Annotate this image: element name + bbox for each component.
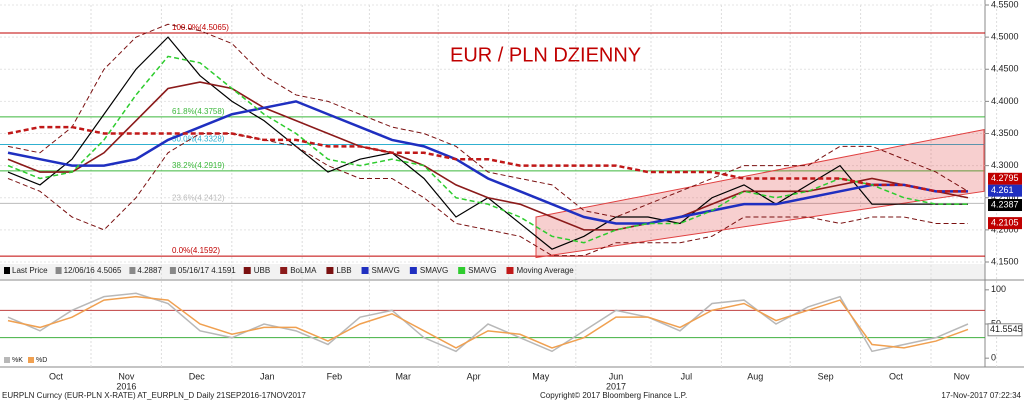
legend-label: LBB	[336, 266, 351, 275]
price-label: 4.2105	[991, 218, 1019, 228]
legend-label: UBB	[254, 266, 270, 275]
legend-swatch	[28, 357, 34, 363]
x-tick-label: Aug	[747, 371, 763, 381]
trend-channel	[535, 129, 985, 259]
y-tick-label: 4.3500	[991, 128, 1019, 138]
series-line	[7, 295, 969, 349]
y-tick-label: 4.5000	[991, 32, 1019, 42]
legend-swatch	[361, 267, 369, 274]
legend-info: Last Price	[12, 266, 48, 275]
last-value-label: 41.5545	[990, 324, 1023, 334]
fib-label: 61.8%(4.3758)	[172, 107, 225, 116]
legend-label: BoLMA	[290, 266, 317, 275]
legend-info: 12/06/16 4.5065	[64, 266, 122, 275]
legend-label: Moving Average	[516, 266, 574, 275]
y-tick-label: 4.5500	[991, 0, 1019, 9]
x-tick-label: Oct	[889, 371, 904, 381]
legend-label: SMAVG	[420, 266, 448, 275]
x-tick-label: Mar	[395, 371, 411, 381]
fib-label: 50.0%(4.3328)	[172, 135, 225, 144]
chart-title: EUR / PLN DZIENNY	[450, 44, 641, 66]
legend-swatch	[280, 267, 288, 274]
series-line	[7, 133, 968, 257]
legend-swatch	[506, 267, 514, 274]
legend-icon	[55, 267, 62, 274]
legend-swatch	[326, 267, 334, 274]
series-line	[7, 125, 968, 193]
footer-right: 17-Nov-2017 07:22:34	[941, 391, 1021, 400]
fib-label: 23.6%(4.2412)	[172, 194, 225, 203]
y-tick-label: 0	[991, 353, 996, 363]
last-value-box	[987, 323, 1023, 337]
year-label: 2016	[116, 381, 136, 391]
fib-label: 100.0%(4.5065)	[172, 23, 229, 32]
x-tick-label: Feb	[327, 371, 343, 381]
legend-swatch	[4, 357, 10, 363]
price-label: 4.261	[991, 185, 1014, 195]
footer-center: Copyright© 2017 Bloomberg Finance L.P.	[540, 391, 687, 400]
y-tick-label: 4.2500	[991, 192, 1019, 202]
legend-icon	[4, 267, 10, 274]
x-tick-label: Nov	[954, 371, 971, 381]
legend-swatch	[243, 267, 251, 274]
legend-swatch	[458, 267, 466, 274]
price-label-box	[988, 172, 1022, 185]
x-tick-label: Dec	[189, 371, 206, 381]
legend-info: 05/16/17 4.1591	[178, 266, 236, 275]
footer-left: EURPLN Curncy (EUR-PLN X-RATE) AT_EURPLN…	[2, 391, 306, 400]
legend-info: 4.2887	[137, 266, 162, 275]
x-tick-label: Jul	[681, 371, 693, 381]
legend-swatch	[409, 267, 417, 274]
series-line	[7, 23, 969, 218]
y-tick-label: 4.4500	[991, 64, 1019, 74]
series-line	[7, 55, 968, 244]
x-tick-label: Jun	[609, 371, 624, 381]
price-label: 4.2387	[991, 199, 1019, 209]
x-tick-label: Oct	[49, 371, 64, 381]
price-label-box	[988, 217, 1022, 230]
x-tick-label: Jan	[260, 371, 275, 381]
price-label-box	[988, 184, 1022, 197]
fib-label: 0.0%(4.1592)	[172, 246, 220, 255]
legend-label: %K	[12, 357, 23, 364]
price-label-box	[988, 199, 1022, 212]
series-line	[7, 100, 968, 225]
x-tick-label: Apr	[467, 371, 481, 381]
y-tick-label: 4.2000	[991, 224, 1019, 234]
x-tick-label: May	[532, 371, 550, 381]
y-tick-label: 4.1500	[991, 256, 1019, 266]
y-tick-label: 100	[991, 284, 1006, 294]
legend-label: SMAVG	[468, 266, 496, 275]
price-label: 4.2795	[991, 173, 1019, 183]
legend-label: SMAVG	[372, 266, 400, 275]
series-line	[7, 81, 969, 231]
year-label: 2017	[606, 381, 626, 391]
legend-icon	[169, 267, 176, 274]
fib-label: 38.2%(4.2919)	[172, 161, 225, 170]
y-tick-label: 4.3000	[991, 160, 1019, 170]
legend-icon	[129, 267, 136, 274]
series-line	[7, 292, 969, 353]
y-tick-label: 4.4000	[991, 96, 1019, 106]
x-tick-label: Nov	[118, 371, 135, 381]
x-tick-label: Sep	[818, 371, 834, 381]
legend-label: %D	[36, 357, 47, 364]
